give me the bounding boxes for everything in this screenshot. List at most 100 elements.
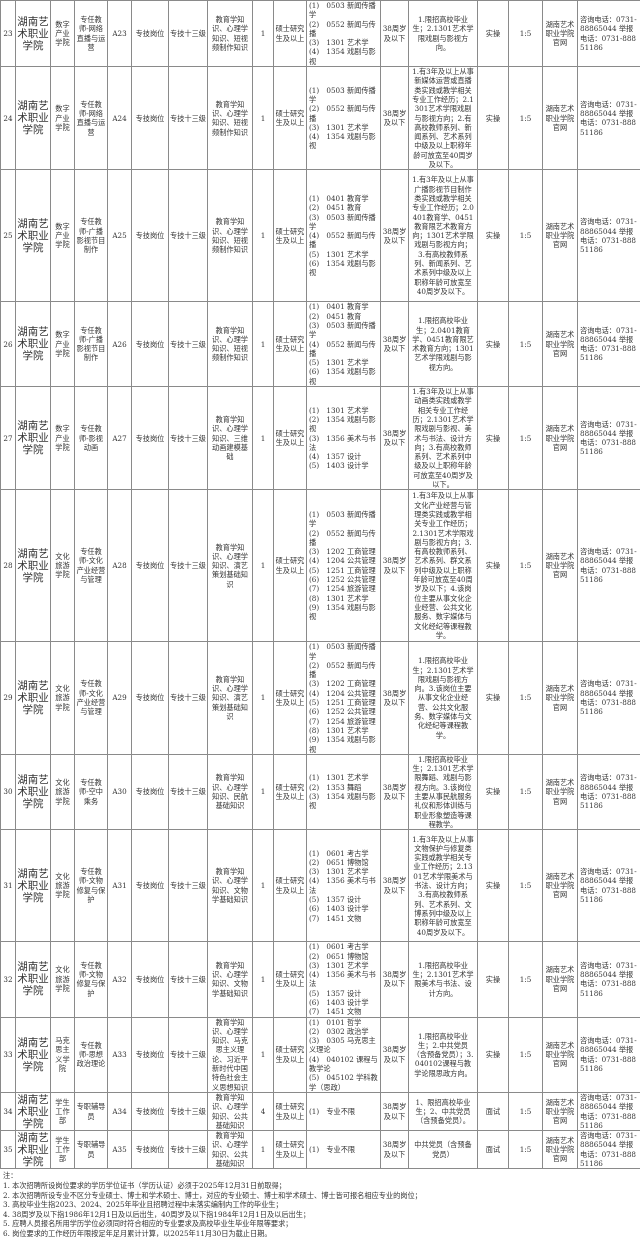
cell-count: 1 — [253, 1017, 274, 1092]
cell-count: 1 — [253, 830, 274, 942]
cell-ratio: 1:5 — [509, 170, 543, 302]
major-item: (4) 1354 戏剧与影视 — [309, 132, 379, 151]
cell-department: 马克思主义学院 — [51, 1017, 75, 1092]
cell-age: 38周岁及以下 — [381, 170, 409, 302]
cell-code: A26 — [108, 302, 132, 387]
cell-contact: 咨询电话：0731-88865044 举报电话：0731-88851186 — [578, 1, 640, 67]
cell-exam-method: 实操 — [478, 1017, 509, 1092]
cell-department: 数字产业学院 — [51, 67, 75, 170]
cell-level: 专技十三级 — [169, 1017, 208, 1092]
cell-ratio: 1:5 — [509, 387, 543, 490]
major-item: (2) 0651 博物馆 — [309, 952, 379, 961]
cell-other-requirements: 1.限招高校毕业生；2.1301艺术学限美术与书法、设计方向。 — [409, 942, 478, 1017]
cell-exam-method: 实操 — [478, 942, 509, 1017]
major-item: (6) 1403 设计学 — [309, 904, 379, 913]
major-item: (6) 1252 公共管理 — [309, 707, 379, 716]
major-item: (1) 0601 考古学 — [309, 942, 379, 951]
cell-exam-method: 实操 — [478, 67, 509, 170]
cell-count: 1 — [253, 302, 274, 387]
cell-ratio: 1:5 — [509, 642, 543, 755]
cell-position: 专任教师-思想政治理论 — [75, 1017, 108, 1092]
cell-count: 1 — [253, 942, 274, 1017]
major-item: (1) 0401 教育学 — [309, 194, 379, 203]
cell-education: 硕士研究生及以上 — [274, 387, 307, 490]
cell-age: 38周岁及以下 — [381, 942, 409, 1017]
major-item: (5) 1357 设计 — [309, 895, 379, 904]
cell-contact: 咨询电话：0731-88865044 举报电话：0731-88851186 — [578, 387, 640, 490]
cell-level: 专技十三级 — [169, 302, 208, 387]
cell-other-requirements: 1、限招高校毕业生；2、中共党员（含预备党员）。 — [409, 1092, 478, 1130]
cell-department: 文化旅游学院 — [51, 942, 75, 1017]
cell-majors: (1) 0503 新闻传播学(2) 0552 新闻与传播(3) 1202 工商管… — [307, 490, 381, 642]
cell-website: 湖南艺术职业学院官网 — [543, 387, 578, 490]
cell-unit: 湖南艺术职业学院 — [16, 942, 51, 1017]
cell-exam-content: 教育学知识、心理学知识、马克思主义理论、习近平新时代中国特色社会主义思想知识 — [208, 1017, 253, 1092]
cell-majors: (1) 0101 哲学(2) 0302 政治学(3) 0305 马克思主义理论(… — [307, 1017, 381, 1092]
cell-position: 专任教师-空中乘务 — [75, 754, 108, 829]
major-item: (6) 1354 戏剧与影视 — [309, 367, 379, 386]
cell-count: 1 — [253, 67, 274, 170]
cell-majors: (1) 0503 新闻传播学(2) 0552 新闻与传播(3) 1301 艺术学… — [307, 1, 381, 67]
major-item: (5) 1403 设计学 — [309, 461, 379, 470]
cell-ratio: 1:5 — [509, 1092, 543, 1130]
cell-post-type: 专技岗位 — [132, 1, 169, 67]
cell-department: 文化旅游学院 — [51, 642, 75, 755]
cell-department: 数字产业学院 — [51, 170, 75, 302]
cell-post-type: 专技岗位 — [132, 1092, 169, 1130]
major-item: (9) 1354 戏剧与影视 — [309, 735, 379, 754]
major-item: (6) 1403 设计学 — [309, 998, 379, 1007]
major-item: (2) 1354 戏剧与影视 — [309, 415, 379, 434]
major-item: (2) 0552 新闻与传播 — [309, 661, 379, 680]
major-item: (3) 0305 马克思主义理论 — [309, 1036, 379, 1055]
cell-majors: (1) 1301 艺术学(2) 1353 舞蹈(3) 1354 戏剧与影视 — [307, 754, 381, 829]
cell-unit: 湖南艺术职业学院 — [16, 67, 51, 170]
cell-post-type: 专技岗位 — [132, 1017, 169, 1092]
cell-level: 专技十三级 — [169, 754, 208, 829]
note-item: 4. 38周岁及以下指1986年12月1日及以后出生，40周岁及以下指1984年… — [3, 1210, 640, 1220]
cell-website: 湖南艺术职业学院官网 — [543, 1131, 578, 1169]
cell-code: A28 — [108, 490, 132, 642]
cell-unit: 湖南艺术职业学院 — [16, 387, 51, 490]
cell-exam-content: 教育学知识、心理学知识、文物学基础知识 — [208, 942, 253, 1017]
cell-code: A31 — [108, 830, 132, 942]
cell-website: 湖南艺术职业学院官网 — [543, 754, 578, 829]
major-item: (5) 1251 工商管理 — [309, 566, 379, 575]
note-item: 3. 高校毕业生指2023、2024、2025年毕业且招聘过程中未落实编制内工作… — [3, 1200, 640, 1210]
cell-unit: 湖南艺术职业学院 — [16, 642, 51, 755]
major-item: (3) 1301 艺术学 — [309, 961, 379, 970]
cell-level: 专技十三级 — [169, 1, 208, 67]
cell-number: 26 — [1, 302, 16, 387]
cell-post-type: 专技岗位 — [132, 67, 169, 170]
cell-level: 专技十三级 — [169, 1131, 208, 1169]
cell-ratio: 1:5 — [509, 490, 543, 642]
cell-count: 1 — [253, 754, 274, 829]
cell-majors: (1) 0601 考古学(2) 0651 博物馆(3) 1301 艺术学(4) … — [307, 942, 381, 1017]
cell-post-type: 专技岗位 — [132, 830, 169, 942]
cell-exam-method: 实操 — [478, 1, 509, 67]
major-item: (7) 1254 旅游管理 — [309, 584, 379, 593]
cell-exam-content: 教育学知识、心理学知识、短视频制作知识 — [208, 67, 253, 170]
major-item: (1) 专业不限 — [309, 1107, 379, 1116]
cell-exam-method: 面试 — [478, 1131, 509, 1169]
cell-exam-method: 面试 — [478, 1092, 509, 1130]
cell-count: 1 — [253, 1, 274, 67]
cell-ratio: 1:5 — [509, 754, 543, 829]
cell-contact: 咨询电话：0731-88865044 举报电话：0731-88851186 — [578, 642, 640, 755]
cell-department: 学生工作部 — [51, 1131, 75, 1169]
major-item: (4) 040102 课程与教学论 — [309, 1055, 379, 1074]
cell-exam-method: 实操 — [478, 490, 509, 642]
major-item: (3) 1301 艺术学 — [309, 867, 379, 876]
cell-contact: 咨询电话：0731-88865044 举报电话：0731-88851186 — [578, 67, 640, 170]
cell-exam-content: 教育学知识、心理学知识、民航基础知识 — [208, 754, 253, 829]
cell-age: 38周岁及以下 — [381, 1131, 409, 1169]
cell-position: 专任教师-文化产业经营与管理 — [75, 642, 108, 755]
cell-majors: (1) 专业不限 — [307, 1092, 381, 1130]
cell-other-requirements: 中共党员（含预备党员） — [409, 1131, 478, 1169]
cell-majors: (1) 0503 新闻传播学(2) 0552 新闻与传播(3) 1202 工商管… — [307, 642, 381, 755]
